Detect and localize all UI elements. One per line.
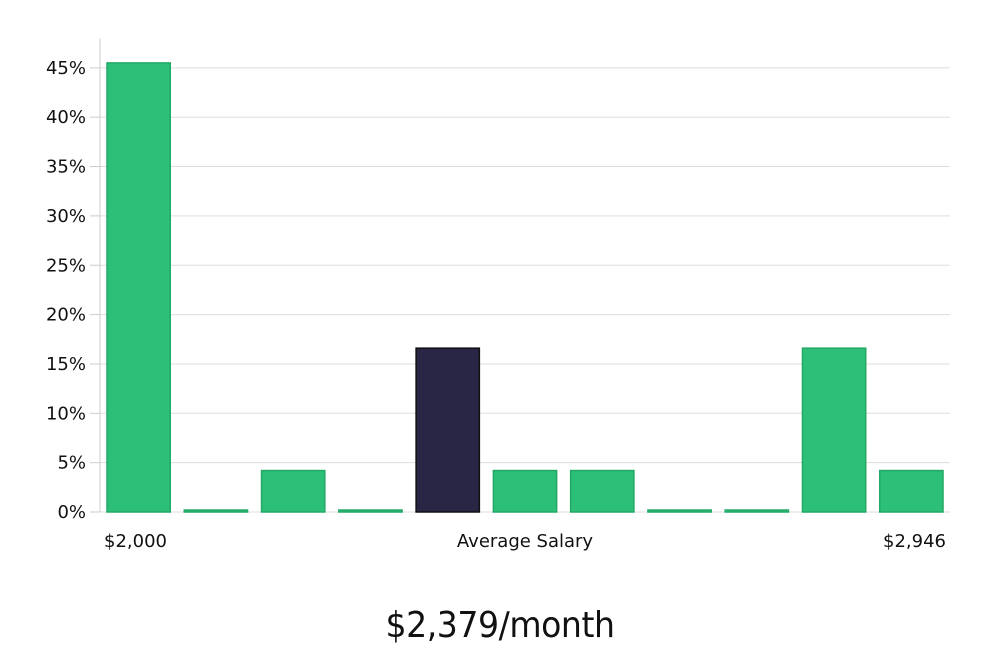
y-tick-label: 20% xyxy=(46,305,86,326)
y-tick-label: 30% xyxy=(46,206,86,227)
bar xyxy=(569,469,635,513)
bar xyxy=(338,509,403,513)
bar xyxy=(183,509,249,513)
bar-highlight xyxy=(415,347,481,513)
y-tick-label: 25% xyxy=(46,255,86,276)
y-tick-label: 5% xyxy=(57,453,86,474)
bar xyxy=(647,509,712,513)
y-tick-label: 45% xyxy=(46,58,86,79)
bar xyxy=(260,469,326,513)
x-axis-label: Average Salary xyxy=(457,531,594,552)
y-tick-label: 35% xyxy=(46,157,86,178)
y-tick-label: 15% xyxy=(46,354,86,375)
bar xyxy=(492,469,558,513)
bar xyxy=(724,509,790,513)
y-tick-label: 0% xyxy=(57,502,86,523)
x-end-label: $2,946 xyxy=(883,531,946,552)
histogram-svg: 0% 5% 10% 15% 20% 25% 30% 35% 40% 45% $2,000 Averag… xyxy=(46,38,950,552)
bar xyxy=(801,347,867,513)
y-tick-label: 10% xyxy=(46,403,86,424)
y-tick-label: 40% xyxy=(46,107,86,128)
bar xyxy=(878,469,944,513)
average-salary-value: $2,379/month xyxy=(385,605,615,646)
bar xyxy=(106,62,172,513)
x-start-label: $2,000 xyxy=(104,531,167,552)
